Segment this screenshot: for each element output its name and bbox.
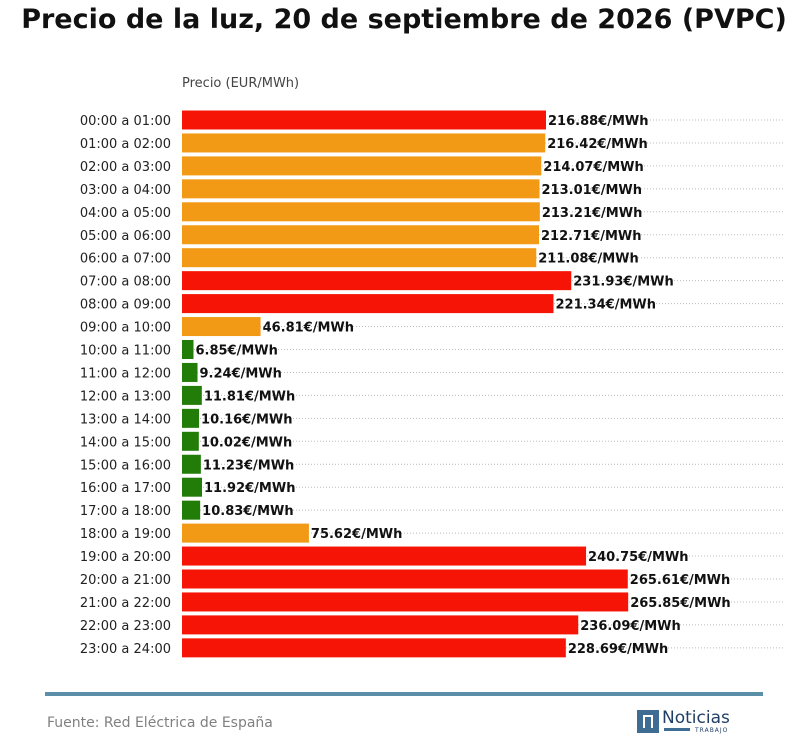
- category-labels: 00:00 a 01:00 01:00 a 02:00 02:00 a 03:00 0…: [80, 114, 171, 657]
- value-label: 265.61€/MWh: [630, 573, 731, 588]
- category-label: 19:00 a 20:00: [80, 550, 171, 565]
- bar: [182, 133, 546, 153]
- logo-mark-icon: [637, 710, 659, 733]
- value-label: 9.24€/MWh: [200, 366, 282, 381]
- value-label: 216.88€/MWh: [548, 114, 649, 129]
- value-label: 213.01€/MWh: [542, 183, 643, 198]
- category-label: 16:00 a 17:00: [80, 481, 171, 496]
- category-label: 14:00 a 15:00: [80, 435, 171, 450]
- category-label: 21:00 a 22:00: [80, 596, 171, 611]
- source-note: Fuente: Red Eléctrica de España: [47, 715, 273, 731]
- value-label: 228.69€/MWh: [568, 642, 669, 657]
- chart-title: Precio de la luz, 20 de septiembre de 20…: [21, 4, 787, 35]
- bar: [182, 408, 200, 428]
- value-label: 213.21€/MWh: [542, 206, 643, 221]
- value-label: 236.09€/MWh: [580, 619, 681, 634]
- category-label: 08:00 a 09:00: [80, 298, 171, 313]
- bar: [182, 546, 587, 566]
- value-label: 75.62€/MWh: [311, 527, 402, 542]
- bar: [182, 179, 540, 199]
- bar: [182, 638, 566, 658]
- category-label: 04:00 a 05:00: [80, 206, 171, 221]
- bar: [182, 454, 201, 474]
- value-label: 6.85€/MWh: [195, 344, 277, 359]
- logo-subtitle: TRABAJO: [695, 727, 729, 734]
- bar: [182, 362, 198, 382]
- category-label: 10:00 a 11:00: [80, 344, 171, 359]
- bar: [182, 523, 309, 543]
- value-label: 214.07€/MWh: [543, 160, 644, 175]
- bar: [182, 202, 540, 222]
- bar: [182, 271, 572, 291]
- logo-name: Noticias: [662, 708, 730, 728]
- value-label: 211.08€/MWh: [538, 252, 639, 267]
- bar: [182, 615, 579, 635]
- category-label: 12:00 a 13:00: [80, 389, 171, 404]
- bar: [182, 225, 540, 245]
- category-label: 03:00 a 04:00: [80, 183, 171, 198]
- category-label: 17:00 a 18:00: [80, 504, 171, 519]
- gridlines: [182, 119, 785, 649]
- value-label: 212.71€/MWh: [541, 229, 642, 244]
- category-label: 07:00 a 08:00: [80, 275, 171, 290]
- value-label: 216.42€/MWh: [547, 137, 648, 152]
- category-label: 22:00 a 23:00: [80, 619, 171, 634]
- bar: [182, 294, 554, 314]
- axis-label: Precio (EUR/MWh): [182, 76, 299, 91]
- value-label: 240.75€/MWh: [588, 550, 689, 565]
- noticias-trabajo-logo[interactable]: Noticias TRABAJO: [637, 708, 737, 736]
- value-label: 231.93€/MWh: [573, 275, 674, 290]
- value-label: 11.92€/MWh: [204, 481, 295, 496]
- category-label: 06:00 a 07:00: [80, 252, 171, 267]
- value-label: 10.16€/MWh: [201, 412, 292, 427]
- bar: [182, 340, 194, 359]
- value-label: 10.02€/MWh: [201, 435, 292, 450]
- bar: [182, 592, 629, 612]
- bar: [182, 110, 546, 130]
- bar: [182, 500, 201, 520]
- category-label: 13:00 a 14:00: [80, 412, 171, 427]
- category-label: 02:00 a 03:00: [80, 160, 171, 175]
- value-label: 46.81€/MWh: [263, 321, 354, 336]
- category-label: 01:00 a 02:00: [80, 137, 171, 152]
- value-label: 265.85€/MWh: [630, 596, 731, 611]
- value-label: 11.23€/MWh: [203, 458, 294, 473]
- category-label: 18:00 a 19:00: [80, 527, 171, 542]
- bars: [182, 110, 629, 658]
- logo-underline: [664, 728, 690, 731]
- bar: [182, 248, 537, 268]
- category-label: 09:00 a 10:00: [80, 321, 171, 336]
- bar: [182, 431, 199, 451]
- category-label: 11:00 a 12:00: [80, 366, 171, 381]
- value-label: 10.83€/MWh: [202, 504, 293, 519]
- footer-divider: [45, 692, 763, 696]
- value-label: 221.34€/MWh: [555, 298, 656, 313]
- category-label: 23:00 a 24:00: [80, 642, 171, 657]
- value-label: 11.81€/MWh: [204, 389, 295, 404]
- value-labels: 216.88€/MWh 216.42€/MWh 214.07€/MWh 213.01€…: [195, 114, 730, 657]
- category-label: 00:00 a 01:00: [80, 114, 171, 129]
- category-label: 15:00 a 16:00: [80, 458, 171, 473]
- bar-chart: Precio (EUR/MWh) 00:00 a 01:00 01:00 a 02…: [80, 76, 785, 658]
- category-label: 20:00 a 21:00: [80, 573, 171, 588]
- bar: [182, 477, 203, 497]
- bar: [182, 385, 202, 405]
- bar: [182, 156, 542, 176]
- category-label: 05:00 a 06:00: [80, 229, 171, 244]
- bar: [182, 317, 261, 337]
- bar: [182, 569, 628, 589]
